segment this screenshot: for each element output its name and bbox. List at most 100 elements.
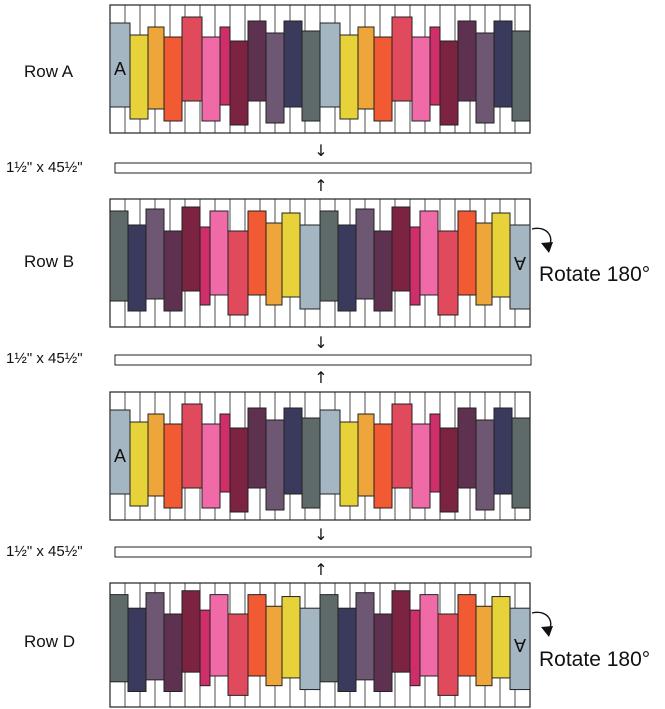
fabric-strip [437,230,459,316]
rotate-note-row-b: Rotate 180° [539,263,651,286]
quilt-row-d: A [109,582,553,708]
fabric-strip [147,26,165,110]
sashing-label-1: 1½" x 45½" [6,159,83,176]
fabric-strip [437,613,459,696]
up-arrow-icon: ↑ [314,560,327,579]
fabric-strip [439,40,459,126]
fabric-strip [391,16,413,102]
fabric-strip [409,226,421,306]
up-arrow-icon: ↑ [314,368,327,387]
sashing-strip-2 [114,354,532,366]
fabric-strip [373,230,393,312]
fabric-strip [247,407,267,489]
fabric-strip [229,40,249,126]
fabric-strip [301,30,321,122]
block-letter: A [114,446,126,466]
rotate-note-row-d: Rotate 180° [539,648,651,671]
fabric-strip [319,22,341,108]
fabric-strip [129,421,149,507]
fabric-strip [409,609,421,687]
sashing-label-2: 1½" x 45½" [6,350,83,367]
fabric-strip [355,208,375,300]
fabric-strip [475,419,495,511]
fabric-strip [319,594,339,683]
fabric-strip [511,30,531,122]
fabric-strip [429,413,441,493]
fabric-strip [129,34,149,120]
fabric-strip [227,230,249,316]
fabric-strip [199,226,211,306]
fabric-strip [265,605,283,687]
fabric-strip [357,413,375,497]
fabric-strip [147,413,165,497]
fabric-strip [493,407,513,495]
row-d-label: Row D [24,632,76,651]
fabric-strip [265,419,285,511]
block-letter: A [514,635,526,655]
block-letter: A [514,253,526,273]
down-arrow-icon: ↓ [314,525,327,544]
down-arrow-icon: ↓ [314,141,327,160]
fabric-strip [475,222,493,306]
fabric-strip [475,32,495,124]
fabric-strip [219,26,231,106]
fabric-strip [299,224,321,310]
fabric-strip [163,230,183,312]
fabric-strip [339,34,359,120]
fabric-strip [339,421,359,507]
fabric-strip [109,594,129,683]
fabric-strip [181,16,203,102]
fabric-strip [283,407,303,495]
fabric-strip [319,210,339,302]
fabric-strip [265,32,285,124]
up-arrow-icon: ↑ [314,176,327,195]
fabric-strip [411,423,431,509]
fabric-strip [357,26,375,110]
fabric-strip [355,592,375,681]
fabric-strip [283,20,303,108]
fabric-strip [127,607,147,692]
fabric-strip [265,222,283,306]
fabric-strip [299,607,321,691]
fabric-strip [247,594,267,677]
rotate-arrow-head [541,626,553,637]
fabric-strip [247,210,267,296]
fabric-strip [493,20,513,108]
fabric-strip [181,206,201,292]
rotate-arrow-head [541,242,553,253]
fabric-strip [457,407,477,489]
fabric-strip [281,596,301,679]
row-b-label: Row B [24,252,75,271]
fabric-strip [391,403,413,489]
fabric-strip [181,403,203,489]
fabric-strip [163,36,183,122]
fabric-strip [457,594,477,677]
fabric-strip [337,607,357,692]
fabric-strip [373,613,393,692]
fabric-strip [209,210,229,296]
fabric-strip [419,210,439,296]
sashing-label-3: 1½" x 45½" [6,543,83,560]
quilt-row-c: A [109,391,531,521]
fabric-strip [229,427,249,513]
fabric-strip [281,212,301,298]
fabric-strip [163,613,183,692]
fabric-strip [511,417,531,509]
fabric-strip [475,605,493,687]
fabric-strip [319,409,341,495]
fabric-strip [201,36,221,122]
fabric-strip [219,413,231,493]
sashing-strip-3 [114,546,532,558]
fabric-strip [109,210,129,302]
fabric-strip [337,224,357,312]
fabric-strip [227,613,249,696]
fabric-strip [181,590,201,673]
down-arrow-icon: ↓ [314,333,327,352]
fabric-strip [419,594,439,677]
fabric-strip [457,210,477,296]
fabric-strip [247,20,267,102]
quilt-row-a: A [109,4,531,134]
fabric-strip [439,427,459,513]
fabric-strip [201,423,221,509]
block-letter: A [114,59,126,79]
